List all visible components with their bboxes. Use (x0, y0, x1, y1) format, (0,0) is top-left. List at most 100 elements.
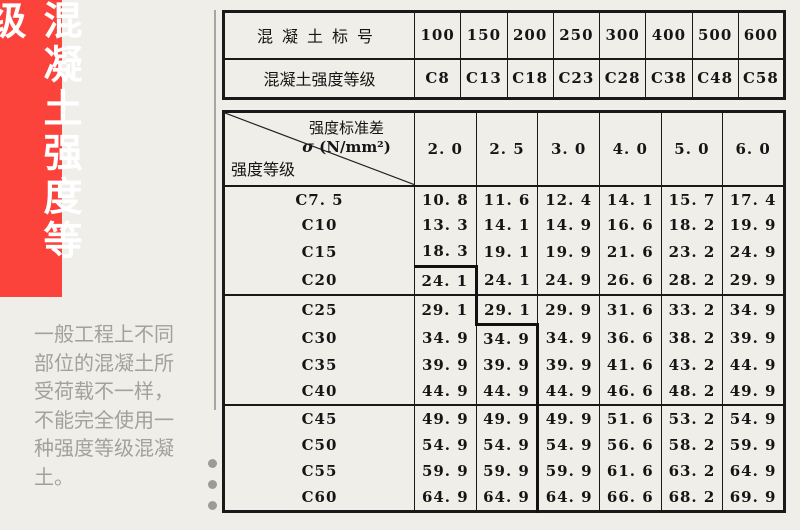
table-cell: 54. 9 (537, 432, 600, 458)
table-row: C30 34. 9 34. 9 34. 9 36. 6 38. 2 39. 9 (223, 324, 785, 353)
row-label: C30 (223, 324, 415, 353)
table-cell: 39. 9 (414, 352, 477, 379)
sigma-column-header: 5. 0 (660, 111, 723, 187)
row-label: C55 (223, 457, 415, 484)
table-cell: 14. 1 (475, 212, 538, 239)
table-cell: 63. 2 (660, 457, 723, 484)
table-cell: 500 (691, 11, 739, 60)
table-cell: 54. 9 (722, 404, 785, 433)
row-label: C60 (223, 483, 415, 512)
table-cell: 59. 9 (722, 432, 785, 458)
table-row: C7. 5 10. 8 11. 6 12. 4 14. 1 15. 7 17. … (223, 185, 785, 213)
sigma-column-header: 4. 0 (598, 111, 662, 187)
table-cell: 14. 9 (537, 212, 600, 239)
table-cell: 49. 9 (475, 404, 540, 433)
table-row: C45 49. 9 49. 9 49. 9 51. 6 53. 2 54. 9 (223, 404, 785, 433)
table-cell: 600 (737, 11, 785, 60)
table-cell: 49. 9 (722, 378, 785, 406)
table-cell: 12. 4 (537, 185, 600, 213)
table-cell: 24. 1 (475, 266, 538, 296)
corner-top-label: 强度标准差 σ (N/mm²) (283, 120, 410, 157)
table-cell: 54. 9 (414, 432, 477, 458)
row-label: C15 (223, 238, 415, 267)
grade-mapping-table: 混凝土标号 100 150 200 250 300 400 500 600 混凝… (222, 10, 786, 100)
table-cell: 18. 3 (414, 238, 477, 267)
table-cell: 19. 9 (722, 212, 785, 239)
table-cell: 54. 9 (475, 432, 540, 458)
table-cell: C28 (598, 58, 646, 99)
table-cell: 64. 9 (475, 483, 540, 512)
row-header-grade: 混凝土强度等级 (223, 58, 415, 99)
table-row: 混凝土标号 100 150 200 250 300 400 500 600 (223, 11, 785, 60)
sigma-column-header: 2. 5 (475, 111, 538, 187)
table-cell: 28. 2 (660, 266, 723, 296)
sigma-column-header: 2. 0 (414, 111, 477, 187)
table-cell: 49. 9 (414, 404, 477, 433)
table-cell: C38 (645, 58, 692, 99)
table-cell: 21. 6 (598, 238, 662, 267)
sigma-column-header: 6. 0 (722, 111, 785, 187)
table-cell: C48 (691, 58, 739, 99)
table-cell: 41. 6 (598, 352, 662, 379)
table-cell: 26. 6 (598, 266, 662, 296)
table-cell: 19. 1 (475, 238, 538, 267)
table-row: C10 13. 3 14. 1 14. 9 16. 6 18. 2 19. 9 (223, 212, 785, 239)
table-cell: 29. 9 (722, 266, 785, 296)
table-cell: 44. 9 (475, 378, 540, 406)
table-cell-highlight-box: 24. 1 (414, 264, 478, 296)
std-dev-label: 强度标准差 (308, 121, 384, 137)
table-row: C20 24. 1 24. 1 24. 9 26. 6 28. 2 29. 9 (223, 264, 785, 296)
table-cell: 300 (598, 11, 646, 60)
table-cell: 64. 9 (537, 483, 600, 512)
table-cell: 24. 9 (537, 266, 600, 296)
table-row: C15 18. 3 19. 1 19. 9 21. 6 23. 2 24. 9 (223, 238, 785, 267)
table-cell: 66. 6 (598, 483, 662, 512)
table-cell: 39. 9 (537, 352, 600, 379)
bullet-dot (208, 501, 217, 510)
table-cell: 59. 9 (537, 457, 600, 484)
table-cell: 31. 6 (598, 294, 662, 325)
table-cell: 39. 9 (475, 352, 540, 379)
row-label: C50 (223, 432, 415, 458)
row-label: C20 (223, 266, 415, 296)
table-cell: 14. 1 (598, 185, 662, 213)
table-row: C50 54. 9 54. 9 54. 9 56. 6 58. 2 59. 9 (223, 432, 785, 458)
table-cell: 44. 9 (722, 352, 785, 379)
table-cell: 400 (645, 11, 692, 60)
table-cell: C23 (552, 58, 600, 99)
table-row: C40 44. 9 44. 9 44. 9 46. 6 48. 2 49. 9 (223, 378, 785, 406)
table-cell: C13 (460, 58, 507, 99)
strength-deviation-table: 强度标准差 σ (N/mm²) 强度等级 2. 0 2. 5 3. 0 4. 0… (222, 110, 786, 513)
table-cell: 34. 9 (414, 324, 477, 353)
table-row: C35 39. 9 39. 9 39. 9 41. 6 43. 2 44. 9 (223, 352, 785, 379)
bullet-dot (208, 459, 217, 468)
table-cell: 58. 2 (660, 432, 723, 458)
diagonal-corner-cell: 强度标准差 σ (N/mm²) 强度等级 (223, 111, 415, 187)
sigma-column-header: 3. 0 (537, 111, 600, 187)
side-note-text: 一般工程上不同 部位的混凝土所 受荷载不一样， 不能完全使用一 种强度等级混凝 … (34, 324, 174, 489)
table-cell: 19. 9 (537, 238, 600, 267)
table-cell: 69. 9 (722, 483, 785, 512)
table-row: C60 64. 9 64. 9 64. 9 66. 6 68. 2 69. 9 (223, 483, 785, 512)
table-cell: 59. 9 (475, 457, 540, 484)
row-label: C35 (223, 352, 415, 379)
row-label: C10 (223, 212, 415, 239)
table-cell: 250 (552, 11, 600, 60)
table-header-row: 强度标准差 σ (N/mm²) 强度等级 2. 0 2. 5 3. 0 4. 0… (223, 111, 785, 187)
diagonal-line (225, 113, 414, 184)
page-title: 混凝土强度等级 (0, 0, 81, 264)
row-label: C7. 5 (223, 185, 415, 213)
table-cell: 51. 6 (598, 404, 662, 433)
table-cell: 34. 9 (475, 324, 540, 353)
row-label: C45 (223, 404, 415, 433)
table-cell: 48. 2 (660, 378, 723, 406)
table-cell: 18. 2 (660, 212, 723, 239)
sigma-unit-label: σ (N/mm²) (302, 137, 391, 157)
table-cell-highlight-box: 29. 1 (475, 294, 538, 327)
table-cell: C58 (737, 58, 785, 99)
row-label: C40 (223, 378, 415, 406)
table-cell: 53. 2 (660, 404, 723, 433)
table-cell: 59. 9 (414, 457, 477, 484)
table-cell: 11. 6 (475, 185, 538, 213)
table-cell: 17. 4 (722, 185, 785, 213)
